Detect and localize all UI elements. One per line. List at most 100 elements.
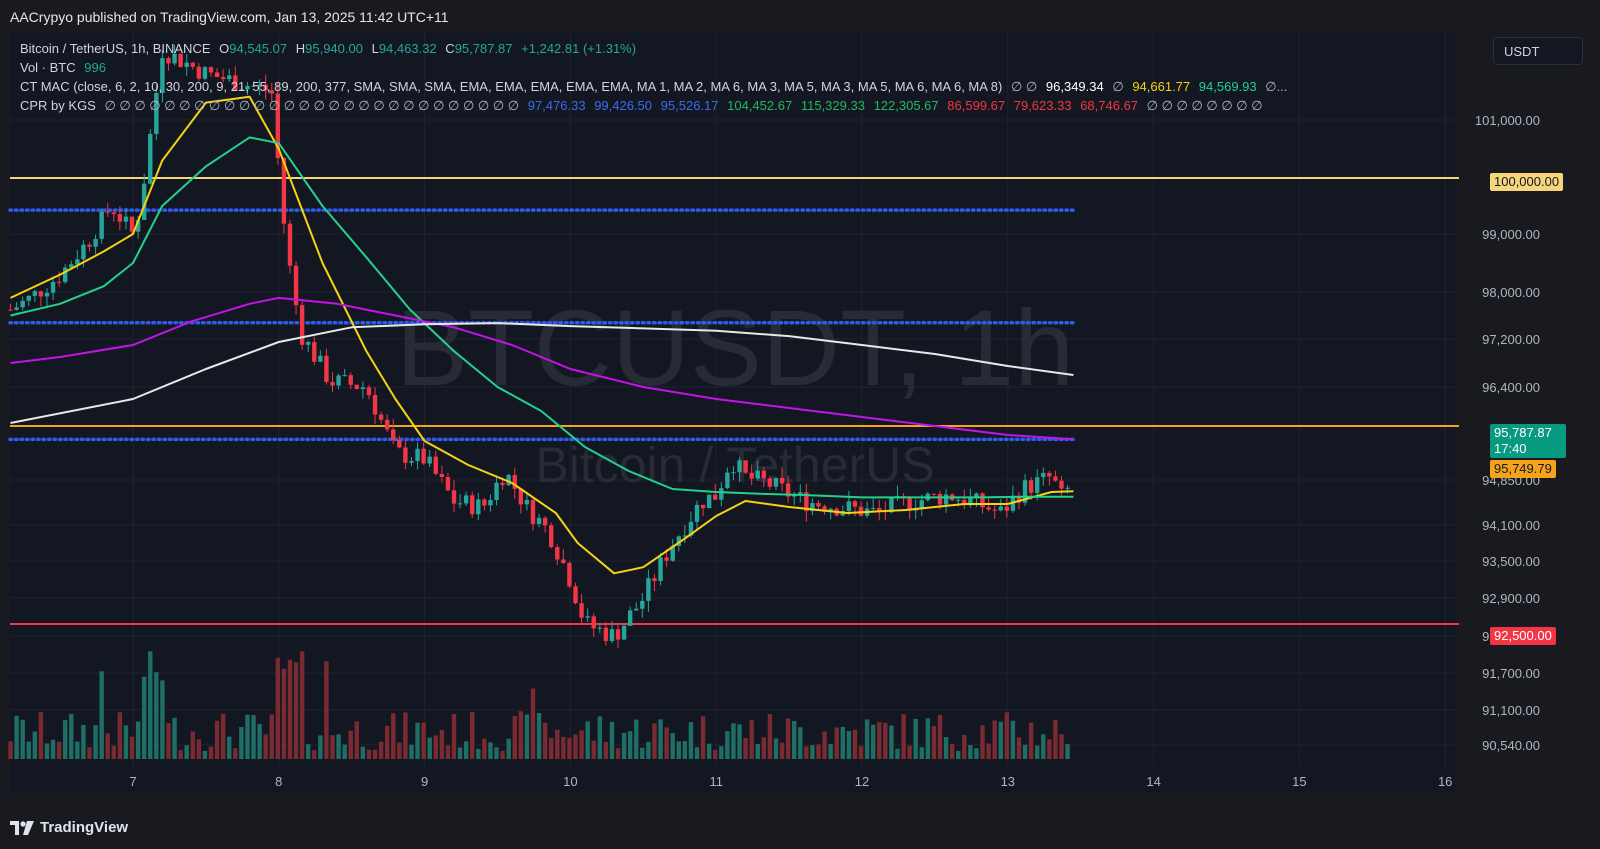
candle-body: [615, 629, 621, 640]
volume-bar: [585, 721, 590, 759]
volume-bar: [943, 736, 949, 759]
volume-bar: [378, 741, 384, 759]
candle-body: [245, 85, 250, 90]
volume-bar: [609, 721, 615, 759]
volume-bar: [415, 722, 420, 759]
volume-bar: [597, 716, 603, 759]
candle-body: [160, 58, 165, 94]
candle-body: [439, 473, 445, 478]
legend-volume-row[interactable]: Vol · BTC 996: [20, 60, 111, 75]
candle-body: [403, 447, 408, 463]
volume-bar: [1047, 739, 1052, 759]
volume-bar: [69, 713, 74, 759]
x-tick-label: 9: [421, 774, 428, 789]
volume-bar: [220, 713, 226, 759]
candle-body: [603, 627, 609, 641]
volume-bar: [105, 733, 110, 759]
candle-body: [123, 216, 129, 222]
x-tick-label: 12: [855, 774, 869, 789]
candle-body: [530, 499, 536, 525]
candle-body: [482, 499, 487, 506]
watermark-name: Bitcoin / TetherUS: [535, 437, 934, 493]
candle-body: [214, 72, 220, 78]
grid-lines: [10, 32, 1455, 767]
legend-ctmac-row[interactable]: CT MAC (close, 6, 2, 10, 30, 200, 9, 21,…: [20, 79, 1288, 94]
volume-bar: [852, 729, 858, 759]
candle-body: [852, 501, 858, 507]
chart-panel[interactable]: [10, 32, 1455, 792]
candle-body: [870, 507, 876, 509]
volume-bar: [889, 725, 894, 759]
currency-dropdown[interactable]: USDT: [1493, 37, 1583, 65]
volume-bar: [956, 750, 961, 759]
tradingview-logo-icon: [10, 820, 34, 835]
candle-body: [858, 506, 864, 516]
candle-body: [366, 387, 372, 396]
x-tick-label: 13: [1001, 774, 1015, 789]
volume-bar: [621, 732, 627, 759]
volume-bar: [160, 680, 165, 759]
candle-body: [518, 488, 524, 505]
publisher-header: AACrypyo published on TradingView.com, J…: [10, 9, 449, 25]
legend-symbol-row[interactable]: Bitcoin / TetherUS, 1h, BINANCE O94,545.…: [20, 41, 637, 56]
candle-body: [227, 75, 232, 80]
candle-body: [330, 382, 335, 386]
candle-body: [986, 507, 991, 510]
volume-bar: [172, 717, 177, 759]
candle-body: [621, 625, 627, 640]
candle-body: [1053, 476, 1058, 481]
candle-body: [135, 219, 141, 232]
ma-line-sma: [10, 296, 1074, 441]
candle-body: [87, 244, 92, 247]
volume-bar: [166, 723, 171, 759]
volume-bar: [26, 741, 31, 759]
volume-histogram: [8, 651, 1070, 759]
candle-body: [463, 495, 469, 504]
volume-bar: [804, 746, 809, 759]
volume-bar: [336, 734, 341, 759]
candle-body: [196, 66, 202, 79]
volume-bar: [93, 725, 98, 759]
candle-body: [664, 557, 669, 561]
volume-bar: [992, 720, 997, 759]
y-tick-label: 94,100.00: [1482, 518, 1540, 533]
volume-bar: [925, 718, 931, 759]
last-price-tag: 95,787.87 17:40: [1490, 424, 1566, 458]
volume-bar: [536, 713, 542, 759]
volume-bar: [834, 727, 839, 759]
volume-bar: [986, 743, 991, 759]
volume-bar: [949, 743, 955, 759]
candle-body: [713, 494, 718, 500]
volume-bar: [445, 745, 451, 759]
y-tick-label: 93,500.00: [1482, 554, 1540, 569]
volume-bar: [828, 743, 833, 759]
volume-bar: [968, 745, 973, 759]
candle-body: [974, 493, 979, 499]
volume-bar: [342, 744, 347, 759]
legend-cpr-row[interactable]: CPR by KGS ∅ ∅ ∅ ∅ ∅ ∅ ∅ ∅ ∅ ∅ ∅ ∅ ∅ ∅ ∅…: [20, 98, 1263, 113]
candle-body: [8, 309, 13, 311]
candle-body: [348, 375, 353, 385]
volume-bar: [1053, 719, 1058, 759]
volume-bar: [962, 734, 967, 759]
volume-bar: [688, 722, 694, 759]
candle-body: [743, 460, 748, 473]
candle-body: [998, 506, 1003, 511]
volume-bar: [20, 719, 25, 759]
ma-price-tag: 95,749.79: [1490, 460, 1556, 478]
volume-bar: [719, 746, 724, 759]
level-92500-tag: 92,500.00: [1490, 627, 1556, 645]
volume-bar: [706, 743, 712, 759]
volume-bar: [864, 719, 870, 759]
legend-vol-value: 996: [84, 60, 106, 75]
candle-body: [166, 58, 171, 64]
candle-body: [354, 384, 360, 389]
volume-bar: [239, 726, 244, 759]
candle-body: [75, 259, 80, 265]
candle-body: [536, 517, 542, 525]
volume-bar: [591, 740, 596, 759]
volume-bar: [846, 730, 852, 759]
volume-bar: [737, 724, 742, 759]
tradingview-logo[interactable]: TradingView: [10, 819, 128, 836]
